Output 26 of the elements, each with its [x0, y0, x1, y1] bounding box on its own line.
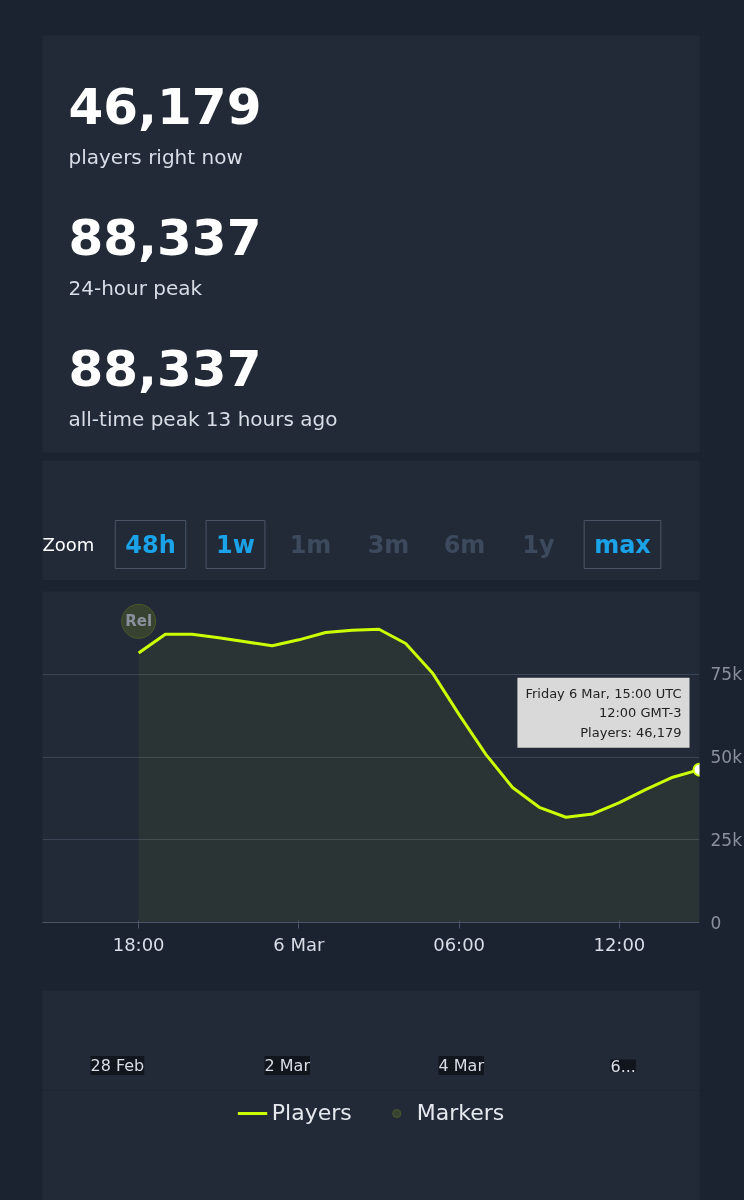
annotation: Friday 6 Mar, 15:00 UTC 12:00 GMT-3 Players: 46,179: [525, 685, 682, 740]
text: players right now: [68, 144, 243, 169]
text: 88,337: [68, 339, 262, 398]
text: 1w: [216, 530, 255, 559]
text: Zoom: [42, 534, 95, 555]
text: 24-hour peak: [68, 275, 203, 300]
x-tick-label: 18:00: [112, 933, 165, 955]
text: 4 Mar: [438, 1056, 485, 1075]
x-tick-label: 12:00: [593, 933, 646, 955]
y-tick-label: 25k: [710, 829, 743, 850]
text: 88,337: [68, 208, 262, 267]
legend-label: Markers: [416, 1100, 505, 1125]
text: 46,179: [68, 77, 262, 136]
text: 28 Feb: [90, 1056, 145, 1075]
y-tick-label: 0: [710, 912, 722, 933]
annotation: Rel: [125, 612, 153, 631]
text: 48h: [125, 530, 176, 559]
y-tick-label: 50k: [710, 747, 743, 767]
x-tick-label: 06:00: [433, 933, 486, 955]
text: all-time peak 13 hours ago: [68, 406, 338, 431]
text: 2 Mar: [264, 1056, 311, 1075]
text: max: [594, 530, 652, 559]
x-tick-label: 6 Mar: [273, 933, 326, 955]
legend-label: Players: [271, 1100, 352, 1125]
text: 6...: [610, 1056, 636, 1076]
y-tick-label: 75k: [710, 664, 743, 685]
